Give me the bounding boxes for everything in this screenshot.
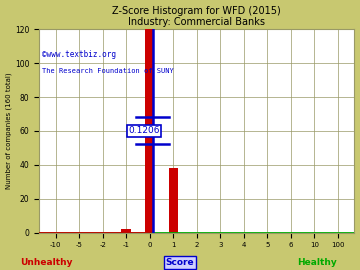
Text: Score: Score	[166, 258, 194, 267]
Bar	[168, 168, 178, 232]
Bar	[145, 29, 154, 232]
Text: The Research Foundation of SUNY: The Research Foundation of SUNY	[42, 68, 174, 74]
Y-axis label: Number of companies (160 total): Number of companies (160 total)	[5, 73, 12, 189]
Text: 0.1206: 0.1206	[129, 126, 160, 136]
Text: Healthy: Healthy	[297, 258, 337, 267]
Bar	[121, 229, 131, 232]
Title: Z-Score Histogram for WFD (2015)
Industry: Commercial Banks: Z-Score Histogram for WFD (2015) Industr…	[112, 6, 281, 27]
Text: ©www.textbiz.org: ©www.textbiz.org	[42, 50, 116, 59]
Text: Unhealthy: Unhealthy	[21, 258, 73, 267]
